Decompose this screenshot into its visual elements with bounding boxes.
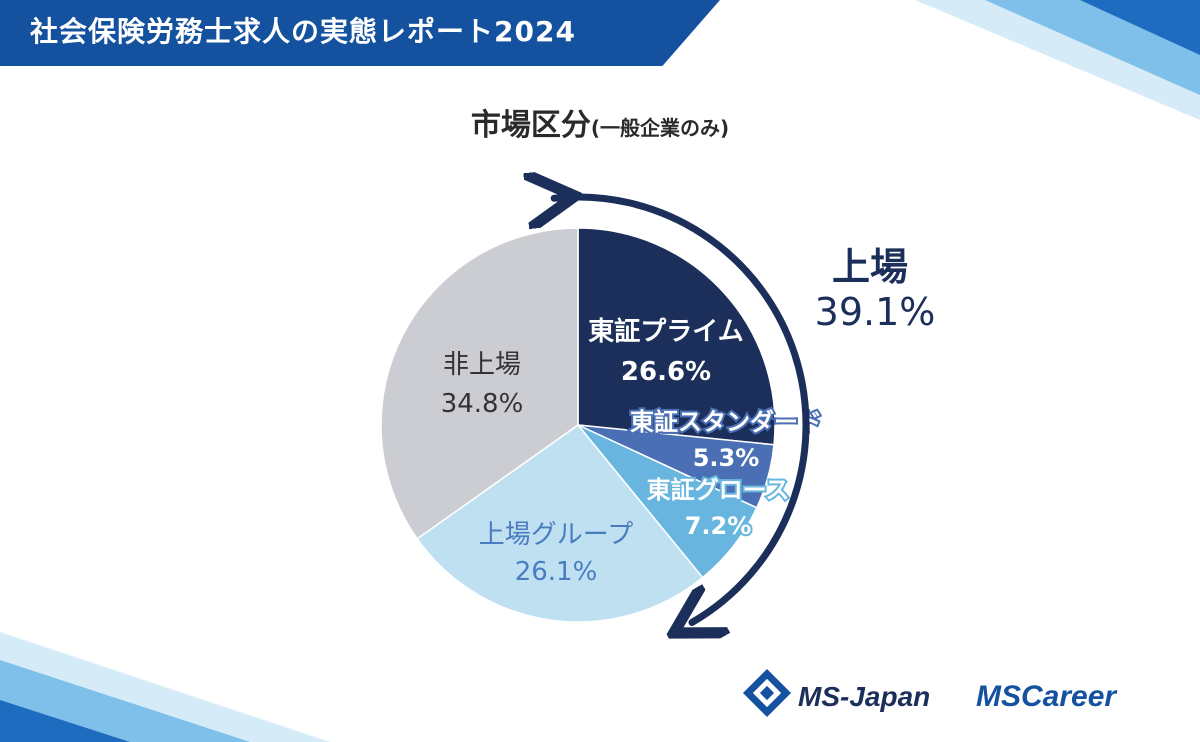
slice-value-2: 7.2% bbox=[685, 512, 752, 540]
slice-label-2: 東証グロース bbox=[647, 476, 790, 504]
chart-title: 市場区分(一般企業のみ) bbox=[0, 100, 1200, 144]
header-band bbox=[0, 0, 720, 66]
svg-text:MSCareer: MSCareer bbox=[976, 680, 1118, 713]
annotation-label: 上場 bbox=[832, 245, 908, 289]
report-title: 社会保険労務士求人の実態レポート2024 bbox=[30, 15, 576, 48]
chart-subtitle: (一般企業のみ) bbox=[590, 116, 730, 140]
ms-japan-logo: MS-Japan bbox=[742, 668, 930, 718]
ms-japan-logo-mark bbox=[742, 668, 792, 718]
ms-career-logo: MSCareer bbox=[976, 680, 1118, 713]
slice-value-1: 5.3% bbox=[693, 444, 760, 472]
slice-label-1: 東証スタンダード bbox=[630, 408, 822, 436]
slice-value-0: 26.6% bbox=[621, 357, 711, 387]
slice-value-3: 26.1% bbox=[515, 557, 598, 587]
ms-career-rest: Career bbox=[1021, 680, 1118, 713]
annotation-value: 39.1% bbox=[815, 290, 936, 334]
slice-label-4: 非上場 bbox=[443, 350, 521, 380]
listed-range-arc bbox=[554, 197, 810, 622]
ms-career-ms: MS bbox=[976, 680, 1021, 713]
slice-label-3: 上場グループ bbox=[479, 520, 633, 550]
chart-title-main: 市場区分 bbox=[470, 108, 591, 143]
slice-label-0: 東証プライム bbox=[588, 316, 743, 347]
ms-japan-wordmark: MS-Japan bbox=[798, 681, 930, 712]
slice-value-4: 34.8% bbox=[441, 389, 524, 419]
